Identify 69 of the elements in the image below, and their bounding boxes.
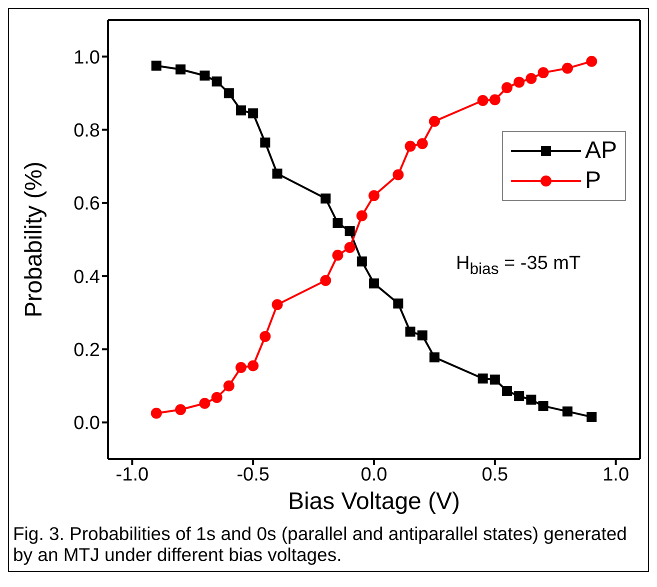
point [526, 73, 537, 84]
point [224, 88, 234, 98]
point [502, 82, 512, 94]
x-axis-title: Bias Voltage (V) [288, 488, 460, 515]
point [393, 298, 404, 309]
y-tick-label: 0.2 [74, 340, 100, 361]
point [199, 398, 210, 409]
point [369, 278, 379, 288]
point [502, 386, 512, 396]
x-tick-label: 0.5 [482, 464, 508, 486]
x-tick-label: 0.0 [360, 464, 388, 486]
point [478, 374, 488, 384]
point [211, 392, 222, 404]
point [586, 412, 597, 422]
point [212, 76, 222, 86]
point [223, 380, 234, 392]
point [405, 326, 416, 337]
y-tick-label: 0.6 [74, 194, 100, 215]
point [538, 67, 549, 78]
point [344, 242, 356, 254]
point [176, 64, 186, 74]
annotation: H$_{bias}$ = -35 mT [456, 253, 581, 279]
point [490, 374, 500, 385]
point [272, 168, 282, 179]
point [417, 330, 428, 340]
y-tick-label: 1.0 [74, 47, 100, 68]
point [260, 138, 270, 148]
x-tick-label: -0.5 [236, 464, 270, 486]
point [416, 138, 428, 150]
point [236, 105, 246, 116]
point [392, 169, 404, 180]
point [526, 394, 536, 405]
point [429, 352, 440, 362]
point [538, 400, 548, 411]
point [320, 194, 331, 204]
point [562, 62, 573, 74]
point [260, 330, 271, 342]
point [248, 360, 259, 372]
point [344, 226, 355, 236]
y-axis-title: Probability (%) [20, 161, 48, 318]
point [477, 94, 488, 106]
point [586, 56, 598, 67]
point [489, 94, 500, 106]
point [151, 60, 162, 71]
point [514, 391, 524, 402]
point [368, 190, 380, 202]
point [356, 210, 368, 222]
point [332, 250, 344, 261]
point [514, 76, 525, 88]
point [272, 299, 283, 310]
point [175, 404, 186, 416]
point [428, 116, 440, 127]
legend-label: AP [584, 137, 617, 165]
x-tick-label: -1.0 [116, 464, 149, 486]
point [332, 218, 343, 228]
point [404, 140, 416, 152]
caption: Fig. 3. Probabilities of 1s and 0s (parallel and antiparallel states) generated by an MTJ under different bias voltages. [12, 522, 628, 567]
y-tick-label: 0.4 [74, 266, 100, 288]
y-tick-label: 0.0 [74, 413, 100, 434]
legend-label: P [584, 167, 601, 195]
point [236, 362, 246, 374]
point [562, 406, 572, 416]
y-tick-label: 0.8 [74, 120, 100, 142]
point [150, 408, 162, 419]
point [248, 108, 258, 118]
x-tick-label: 1.0 [602, 464, 630, 486]
point [320, 274, 332, 286]
point [200, 70, 210, 81]
point [356, 256, 367, 266]
